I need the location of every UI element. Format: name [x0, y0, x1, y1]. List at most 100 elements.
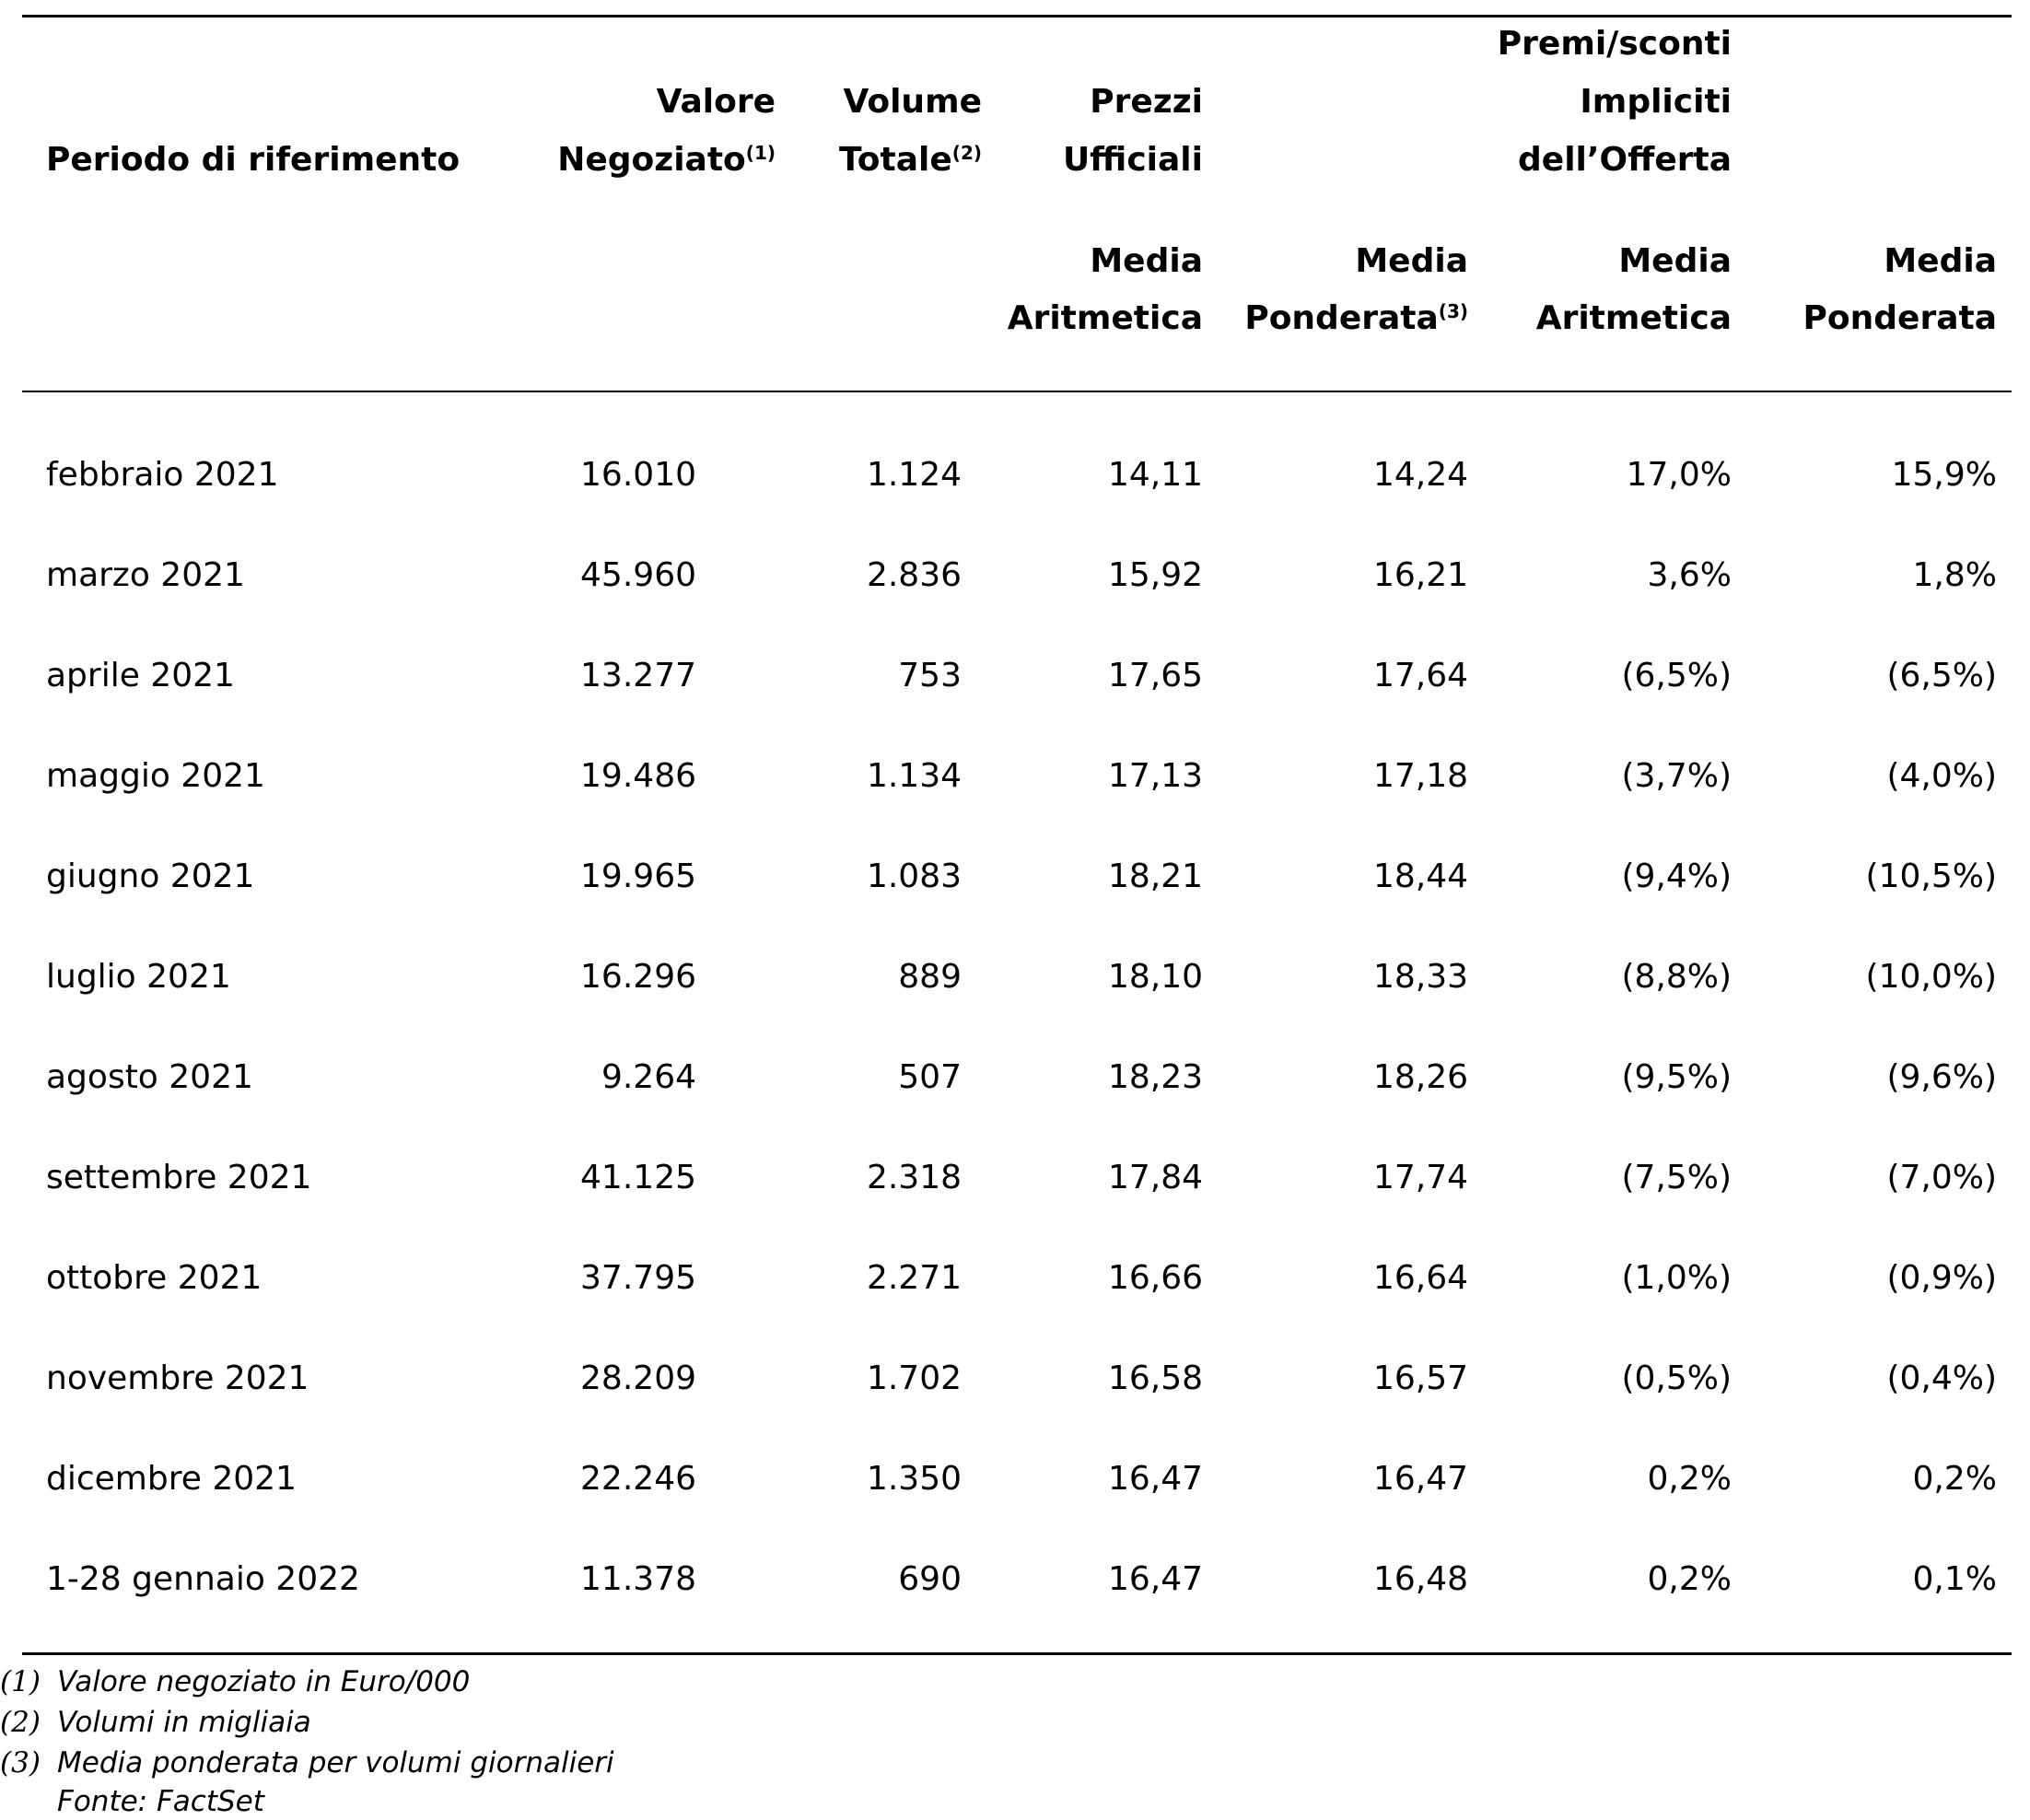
cell-valore-negoziato: 16.296: [580, 958, 696, 996]
cell-period: aprile 2021: [46, 657, 235, 694]
subheader-premi-aritmetica-line1: Media: [1618, 242, 1732, 280]
cell-prezzo-media-ponderata: 16,48: [1372, 1560, 1468, 1598]
cell-period: 1-28 gennaio 2022: [46, 1560, 360, 1598]
cell-premio-media-ponderata: (10,0%): [1865, 958, 1997, 996]
cell-prezzo-media-ponderata: 16,57: [1372, 1359, 1468, 1397]
cell-period: febbraio 2021: [46, 456, 279, 494]
cell-premio-media-ponderata: (9,6%): [1886, 1058, 1997, 1096]
cell-prezzo-media-ponderata: 14,24: [1372, 456, 1468, 494]
cell-valore-negoziato: 9.264: [601, 1058, 696, 1096]
cell-period: novembre 2021: [46, 1359, 309, 1397]
cell-prezzo-media-aritmetica: 16,58: [1107, 1359, 1203, 1397]
cell-volume-totale: 2.271: [866, 1259, 962, 1297]
cell-prezzo-media-aritmetica: 15,92: [1107, 556, 1203, 594]
cell-premio-media-aritmetica: (6,5%): [1621, 657, 1732, 694]
cell-prezzo-media-aritmetica: 17,84: [1107, 1159, 1203, 1196]
cell-prezzo-media-ponderata: 17,74: [1372, 1159, 1468, 1196]
cell-prezzo-media-ponderata: 17,64: [1372, 657, 1468, 694]
cell-premio-media-aritmetica: (1,0%): [1621, 1259, 1732, 1297]
footnote-3: (3) Media ponderata per volumi giornalier…: [0, 1744, 614, 1781]
cell-prezzo-media-aritmetica: 17,13: [1107, 757, 1203, 795]
subheader-premi-aritmetica-line2: Aritmetica: [1535, 299, 1732, 337]
cell-period: settembre 2021: [46, 1159, 312, 1196]
cell-premio-media-ponderata: (4,0%): [1886, 757, 1997, 795]
cell-volume-totale: 2.836: [866, 556, 962, 594]
header-volume-label: Totale: [839, 141, 952, 179]
header-period: Periodo di riferimento: [46, 141, 461, 179]
cell-period: luglio 2021: [46, 958, 231, 996]
cell-period: marzo 2021: [46, 556, 245, 594]
header-valore-line1: Valore: [656, 83, 776, 121]
cell-premio-media-ponderata: (0,4%): [1886, 1359, 1997, 1397]
header-volume-line2: Totale(2): [839, 140, 982, 181]
footnote-marker: (3): [0, 1746, 41, 1779]
source-text: Fonte: FactSet: [57, 1785, 264, 1818]
cell-premio-media-aritmetica: (3,7%): [1621, 757, 1732, 795]
cell-premio-media-aritmetica: 0,2%: [1647, 1460, 1732, 1498]
cell-period: giugno 2021: [46, 858, 255, 895]
header-valore-line2: Negoziato(1): [557, 140, 776, 181]
subheader-premi-ponderata-line1: Media: [1884, 242, 1997, 280]
cell-volume-totale: 1.083: [866, 858, 962, 895]
cell-valore-negoziato: 16.010: [580, 456, 696, 494]
cell-premio-media-ponderata: (7,0%): [1886, 1159, 1997, 1196]
header-premi-line1: Premi/sconti: [1497, 25, 1732, 63]
cell-prezzo-media-ponderata: 18,26: [1372, 1058, 1468, 1096]
cell-volume-totale: 753: [898, 657, 962, 694]
cell-premio-media-ponderata: (6,5%): [1886, 657, 1997, 694]
footnote-ref-3: (3): [1438, 300, 1468, 322]
cell-prezzo-media-aritmetica: 16,47: [1107, 1560, 1203, 1598]
header-premi-line2: Impliciti: [1580, 83, 1732, 121]
subheader-ponderata-label: Ponderata: [1244, 299, 1439, 337]
cell-period: ottobre 2021: [46, 1259, 262, 1297]
cell-valore-negoziato: 41.125: [580, 1159, 696, 1196]
header-valore-label: Negoziato: [557, 141, 746, 179]
footnote-marker: (1): [0, 1665, 41, 1698]
cell-valore-negoziato: 11.378: [580, 1560, 696, 1598]
cell-prezzo-media-ponderata: 17,18: [1372, 757, 1468, 795]
cell-volume-totale: 1.350: [866, 1460, 962, 1498]
cell-volume-totale: 1.134: [866, 757, 962, 795]
subheader-prezzi-aritmetica-line2: Aritmetica: [1007, 299, 1203, 337]
cell-premio-media-ponderata: 15,9%: [1891, 456, 1997, 494]
cell-valore-negoziato: 37.795: [580, 1259, 696, 1297]
cell-period: maggio 2021: [46, 757, 265, 795]
header-prezzi-line2: Ufficiali: [1062, 141, 1203, 179]
cell-prezzo-media-aritmetica: 16,66: [1107, 1259, 1203, 1297]
footnote-marker: (2): [0, 1706, 41, 1739]
cell-premio-media-ponderata: 1,8%: [1912, 556, 1997, 594]
cell-premio-media-aritmetica: (0,5%): [1621, 1359, 1732, 1397]
cell-premio-media-aritmetica: 17,0%: [1626, 456, 1732, 494]
cell-prezzo-media-ponderata: 18,44: [1372, 858, 1468, 895]
cell-prezzo-media-aritmetica: 18,23: [1107, 1058, 1203, 1096]
cell-period: dicembre 2021: [46, 1460, 297, 1498]
cell-valore-negoziato: 19.965: [580, 858, 696, 895]
cell-valore-negoziato: 13.277: [580, 657, 696, 694]
cell-period: agosto 2021: [46, 1058, 253, 1096]
footnote-1: (1) Valore negoziato in Euro/000: [0, 1663, 470, 1700]
cell-premio-media-aritmetica: (9,4%): [1621, 858, 1732, 895]
subheader-premi-ponderata-line2: Ponderata: [1802, 299, 1997, 337]
cell-valore-negoziato: 45.960: [580, 556, 696, 594]
header-bottom-rule: [22, 391, 2012, 392]
footnote-text: Valore negoziato in Euro/000: [57, 1665, 471, 1698]
cell-prezzo-media-aritmetica: 16,47: [1107, 1460, 1203, 1498]
cell-premio-media-aritmetica: (8,8%): [1621, 958, 1732, 996]
subheader-prezzi-ponderata-line1: Media: [1355, 242, 1468, 280]
cell-prezzo-media-aritmetica: 14,11: [1107, 456, 1203, 494]
header-prezzi-line1: Prezzi: [1090, 83, 1203, 121]
table-top-rule: [22, 15, 2012, 18]
cell-volume-totale: 690: [898, 1560, 962, 1598]
cell-valore-negoziato: 22.246: [580, 1460, 696, 1498]
cell-valore-negoziato: 28.209: [580, 1359, 696, 1397]
cell-premio-media-ponderata: 0,2%: [1912, 1460, 1997, 1498]
source-note: Fonte: FactSet: [0, 1783, 264, 1820]
cell-prezzo-media-ponderata: 16,21: [1372, 556, 1468, 594]
cell-prezzo-media-ponderata: 18,33: [1372, 958, 1468, 996]
footnote-2: (2) Volumi in migliaia: [0, 1704, 311, 1741]
subheader-prezzi-aritmetica-line1: Media: [1090, 242, 1203, 280]
table-bottom-rule: [22, 1652, 2012, 1655]
cell-volume-totale: 1.702: [866, 1359, 962, 1397]
cell-volume-totale: 1.124: [866, 456, 962, 494]
cell-premio-media-aritmetica: 0,2%: [1647, 1560, 1732, 1598]
